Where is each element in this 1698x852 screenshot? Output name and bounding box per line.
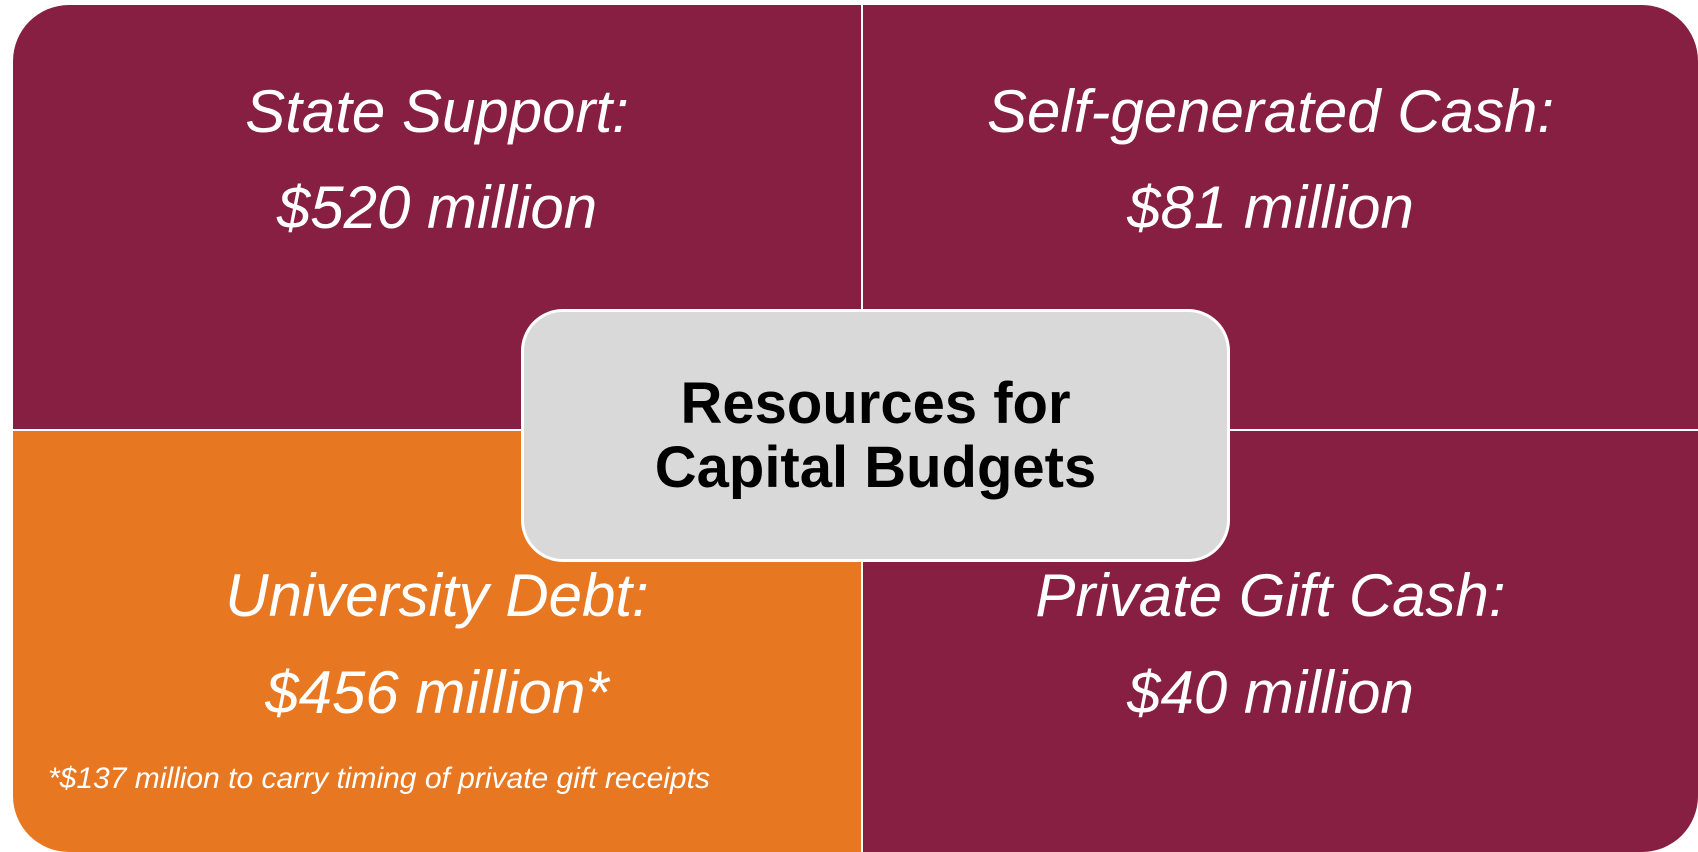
footnote: *$137 million to carry timing of private…	[48, 762, 710, 795]
quadrant-amount: $40 million	[1127, 659, 1414, 726]
quadrant-label: State Support:	[245, 78, 629, 145]
quadrant-label: Private Gift Cash:	[1035, 562, 1506, 629]
center-title: Resources for Capital Budgets	[654, 370, 1097, 500]
quadrant-amount: $456 million*	[265, 659, 609, 726]
quadrant-amount: $520 million	[276, 174, 598, 241]
diagram: State Support: $520 million Self-generat…	[13, 5, 1698, 852]
quadrant-label: University Debt:	[225, 562, 649, 629]
quadrant-amount: $81 million	[1127, 174, 1414, 241]
quadrant: State Support: $520 million	[13, 5, 861, 429]
quadrant-label: Self-generated Cash:	[986, 78, 1554, 145]
center-box: Resources for Capital Budgets	[521, 309, 1230, 562]
